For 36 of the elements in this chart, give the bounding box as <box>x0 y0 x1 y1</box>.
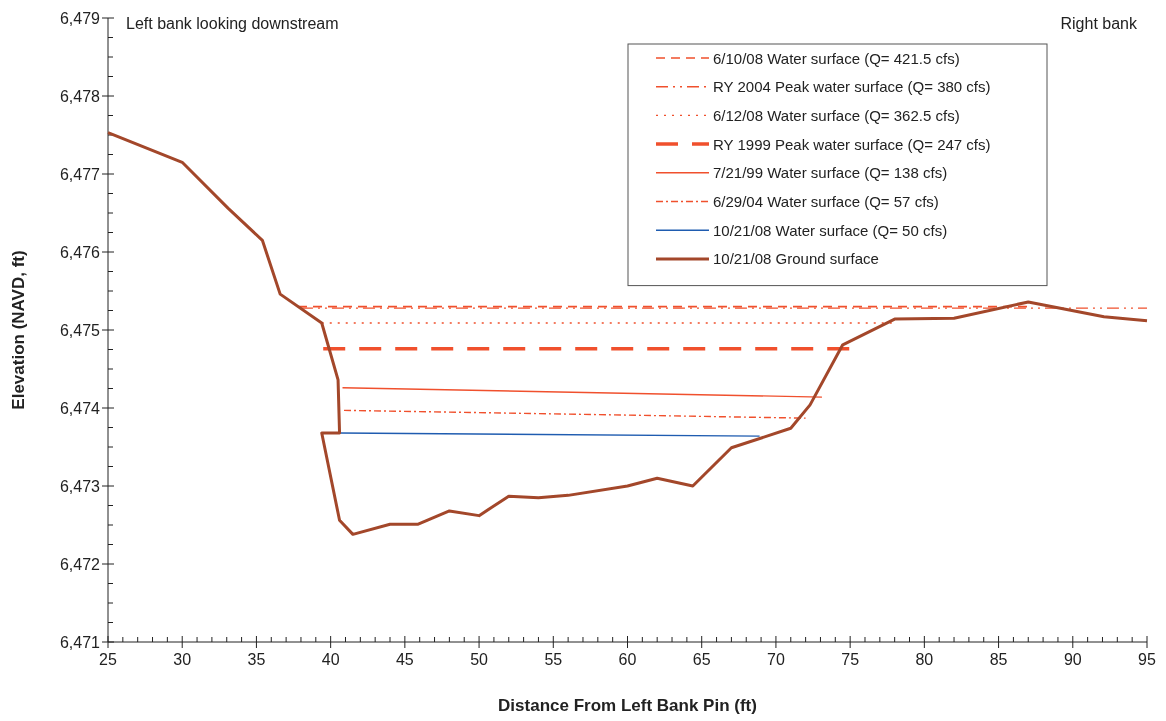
y-tick-label: 6,478 <box>59 88 101 105</box>
x-tick-label: 50 <box>470 651 489 668</box>
legend-label: 10/21/08 Ground surface <box>713 250 879 268</box>
x-tick-label: 25 <box>99 651 117 668</box>
legend-label: 6/29/04 Water surface (Q= 57 cfs) <box>713 193 939 210</box>
y-axis-title: Elevation (NAVD, ft) <box>9 250 28 410</box>
x-axis-title: Distance From Left Bank Pin (ft) <box>498 696 757 715</box>
legend-label: 6/10/08 Water surface (Q= 421.5 cfs) <box>713 49 960 67</box>
legend-label: 10/21/08 Water surface (Q= 50 cfs) <box>713 221 948 239</box>
y-tick-label: 6,472 <box>59 556 101 573</box>
x-tick-label: 45 <box>395 651 414 668</box>
legend-label: 6/12/08 Water surface (Q= 362.5 cfs) <box>713 106 960 124</box>
x-tick-label: 40 <box>321 651 340 668</box>
x-tick-label: 30 <box>173 651 192 668</box>
x-tick-label: 75 <box>841 651 860 668</box>
y-tick-label: 6,479 <box>59 10 101 27</box>
y-tick-label: 6,476 <box>59 244 101 261</box>
x-tick-label: 65 <box>692 651 711 668</box>
x-tick-label: 85 <box>989 651 1008 668</box>
x-tick-label: 55 <box>544 651 563 668</box>
x-tick-label: 35 <box>247 651 266 668</box>
y-tick-label: 6,471 <box>59 634 101 651</box>
x-tick-label: 95 <box>1138 651 1156 668</box>
legend-label: RY 2004 Peak water surface (Q= 380 cfs) <box>713 78 991 96</box>
annotation: Right bank <box>1060 15 1138 32</box>
x-tick-label: 60 <box>618 651 637 668</box>
x-tick-label: 80 <box>915 651 934 668</box>
y-tick-label: 6,474 <box>59 400 101 417</box>
legend-label: 7/21/99 Water surface (Q= 138 cfs) <box>713 164 948 182</box>
y-tick-label: 6,473 <box>59 478 101 495</box>
x-tick-label: 90 <box>1063 651 1082 668</box>
legend-label: RY 1999 Peak water surface (Q= 247 cfs) <box>713 135 991 153</box>
x-tick-label: 70 <box>767 651 785 668</box>
y-tick-label: 6,475 <box>59 322 101 339</box>
y-tick-label: 6,477 <box>59 166 101 183</box>
annotation: Left bank looking downstream <box>126 15 339 32</box>
